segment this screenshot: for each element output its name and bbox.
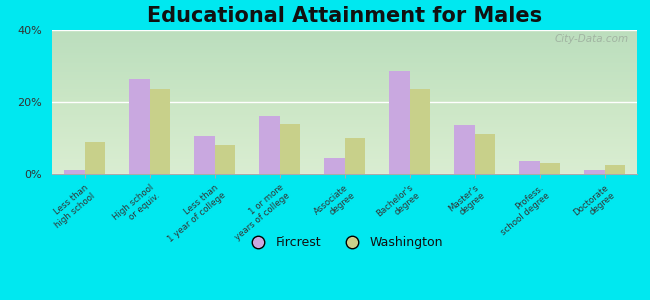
Bar [324, 158, 344, 174]
Bar [129, 79, 150, 174]
Bar [604, 165, 625, 174]
Bar [84, 142, 105, 174]
Bar [64, 170, 84, 174]
Bar [389, 71, 410, 174]
Bar [519, 161, 540, 174]
Bar [584, 170, 605, 174]
Title: Educational Attainment for Males: Educational Attainment for Males [147, 6, 542, 26]
Bar [540, 163, 560, 174]
Bar [214, 145, 235, 174]
Bar [194, 136, 214, 174]
Bar [454, 125, 474, 174]
Bar [410, 89, 430, 174]
Bar [280, 124, 300, 174]
Text: City-Data.com: City-Data.com [554, 34, 628, 44]
Bar [344, 138, 365, 174]
Bar [150, 89, 170, 174]
Bar [259, 116, 280, 174]
Bar [474, 134, 495, 174]
Legend: Fircrest, Washington: Fircrest, Washington [240, 231, 448, 254]
